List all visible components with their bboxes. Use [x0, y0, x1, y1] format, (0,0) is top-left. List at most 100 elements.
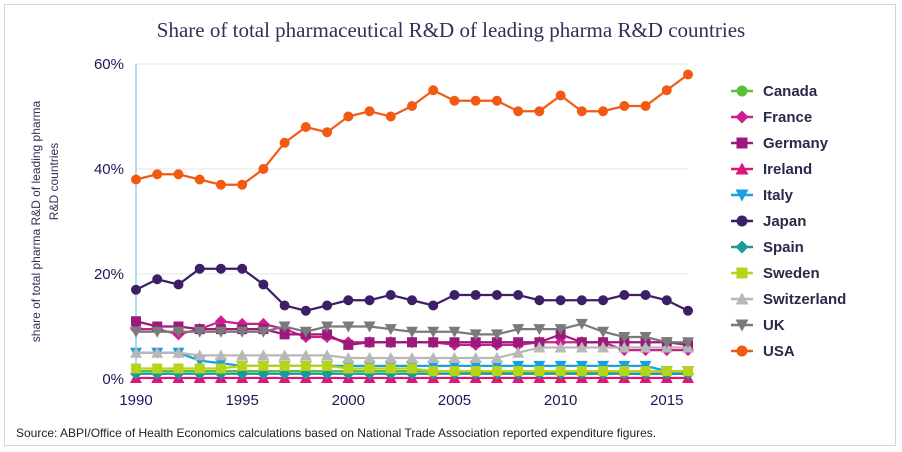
series-sweden	[131, 360, 693, 377]
data-point-sweden	[258, 360, 269, 371]
data-point-uk	[363, 321, 376, 333]
data-point-uk	[130, 326, 142, 338]
data-point-germany	[449, 337, 460, 348]
legend-item-canada: Canada	[731, 83, 818, 100]
data-point-switzerland	[214, 349, 227, 361]
data-point-switzerland	[130, 346, 142, 358]
data-point-switzerland	[236, 349, 249, 361]
legend-label: Japan	[763, 213, 806, 230]
data-point-usa	[173, 169, 184, 180]
data-point-usa	[661, 85, 672, 96]
data-point-uk	[639, 332, 652, 343]
legend-label: Italy	[763, 187, 794, 204]
legend-item-japan: Japan	[731, 213, 806, 230]
series-group	[130, 69, 694, 383]
data-point-japan	[173, 279, 184, 290]
data-point-uk	[554, 324, 567, 336]
data-point-switzerland	[448, 352, 461, 363]
legend-label: France	[763, 109, 812, 126]
data-point-japan	[576, 295, 587, 306]
data-point-japan	[534, 295, 545, 306]
y-tick-label: 60%	[94, 56, 124, 73]
data-point-switzerland	[257, 349, 270, 361]
data-point-japan	[449, 290, 460, 300]
data-point-japan	[598, 295, 609, 306]
data-point-uk	[618, 332, 631, 343]
data-point-usa	[470, 95, 481, 106]
data-point-uk	[214, 326, 227, 338]
legend-item-sweden: Sweden	[731, 265, 820, 282]
data-point-uk	[342, 321, 355, 333]
data-point-switzerland	[618, 341, 631, 353]
legend-item-france: France	[731, 109, 812, 126]
legend-label: Canada	[763, 83, 818, 100]
data-point-germany	[131, 316, 141, 327]
legend: Canada France Germany Ireland Italy Japan Spai…	[731, 83, 846, 360]
data-point-germany	[385, 337, 396, 348]
data-point-uk	[682, 337, 694, 349]
data-point-usa	[215, 179, 226, 190]
data-point-usa	[279, 137, 290, 148]
data-point-japan	[640, 290, 651, 300]
data-point-uk	[193, 326, 206, 338]
data-point-switzerland	[639, 341, 652, 353]
data-point-sweden	[470, 366, 481, 377]
data-point-uk	[575, 318, 588, 330]
data-point-usa	[640, 101, 651, 111]
x-tick-label: 2005	[438, 392, 471, 409]
data-point-germany	[343, 339, 354, 350]
data-point-usa	[364, 106, 375, 117]
data-point-japan	[491, 290, 502, 300]
legend-item-germany: Germany	[731, 135, 829, 152]
data-point-switzerland	[172, 346, 185, 358]
source-note: Source: ABPI/Office of Health Economics …	[16, 426, 657, 440]
data-point-uk	[490, 329, 503, 341]
data-point-japan	[152, 274, 163, 285]
data-point-japan	[300, 305, 311, 316]
data-point-usa	[322, 127, 333, 138]
data-point-germany	[279, 329, 290, 340]
data-point-switzerland	[342, 352, 355, 363]
data-point-sweden	[279, 360, 290, 371]
data-point-switzerland	[384, 352, 397, 363]
data-point-usa	[619, 101, 630, 111]
x-tick-label: 1995	[225, 392, 258, 409]
data-point-germany	[470, 337, 481, 348]
data-point-usa	[385, 111, 396, 122]
data-point-switzerland	[512, 346, 525, 358]
legend-item-italy: Italy	[731, 187, 794, 204]
data-point-sweden	[619, 366, 630, 377]
data-point-usa	[491, 95, 502, 106]
legend-marker	[735, 240, 749, 254]
legend-marker	[735, 319, 749, 332]
data-point-uk	[151, 326, 164, 338]
data-point-germany	[322, 329, 333, 340]
data-point-usa	[534, 106, 545, 117]
data-point-usa	[237, 179, 248, 190]
legend-label: Sweden	[763, 265, 820, 282]
data-point-japan	[407, 295, 417, 306]
legend-item-uk: UK	[731, 317, 785, 334]
x-tick-label: 2000	[332, 392, 365, 409]
data-point-japan	[364, 295, 375, 306]
data-point-switzerland	[406, 352, 418, 363]
series-line-usa	[135, 73, 689, 186]
data-point-uk	[448, 326, 461, 338]
data-point-japan	[470, 290, 481, 300]
data-point-uk	[512, 324, 525, 336]
data-point-japan	[258, 279, 269, 290]
data-point-sweden	[237, 360, 248, 371]
y-axis-label-line-1: share of total pharma R&D of leading pha…	[29, 100, 43, 342]
data-point-sweden	[449, 366, 460, 377]
data-point-uk	[278, 321, 291, 333]
data-point-sweden	[194, 363, 205, 374]
data-point-sweden	[640, 366, 651, 377]
y-tick-label: 40%	[94, 161, 124, 178]
series-switzerland	[130, 341, 694, 363]
data-point-switzerland	[533, 341, 546, 353]
data-point-switzerland	[575, 341, 588, 353]
legend-marker	[736, 137, 748, 149]
data-point-usa	[407, 101, 417, 111]
data-point-japan	[619, 290, 630, 300]
x-tick-label: 2010	[544, 392, 577, 409]
